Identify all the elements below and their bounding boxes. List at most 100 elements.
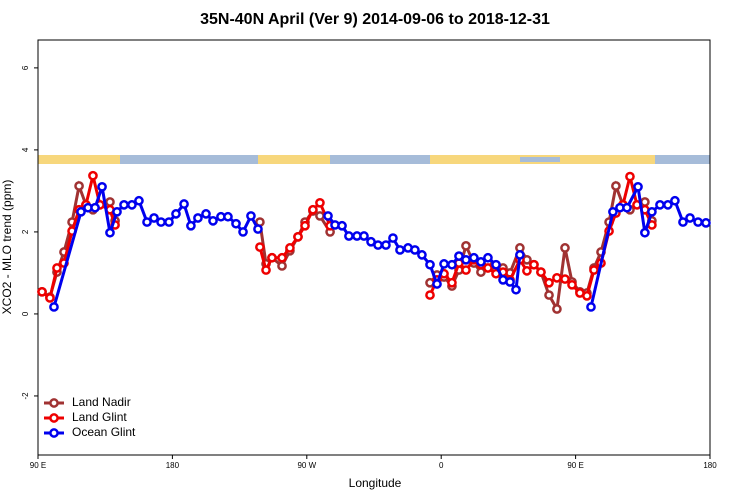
legend-marker xyxy=(49,398,59,408)
data-point xyxy=(410,245,420,255)
data-point xyxy=(439,259,449,269)
data-point xyxy=(359,231,369,241)
data-point xyxy=(461,254,471,265)
data-point xyxy=(164,217,174,227)
plot-frame xyxy=(37,39,711,456)
data-point xyxy=(544,277,554,288)
data-point xyxy=(552,272,562,283)
data-point xyxy=(678,217,688,227)
data-point xyxy=(149,213,159,223)
series-line xyxy=(258,200,332,275)
data-point xyxy=(193,213,203,223)
ocean-strip xyxy=(520,157,560,162)
data-point xyxy=(640,227,650,238)
data-point xyxy=(663,200,673,210)
data-point xyxy=(560,243,570,253)
data-point xyxy=(582,291,592,301)
data-point xyxy=(476,257,486,267)
data-point xyxy=(208,215,218,226)
data-point xyxy=(655,200,665,210)
y-axis-label: XCO2 - MLO trend (ppm) xyxy=(0,180,14,315)
legend-label: Land Nadir xyxy=(72,395,131,409)
data-point xyxy=(112,206,122,217)
data-point xyxy=(171,209,181,219)
data-point xyxy=(432,279,442,289)
data-point xyxy=(373,240,383,250)
data-point xyxy=(337,220,347,231)
data-point xyxy=(381,240,391,250)
data-point xyxy=(461,265,471,275)
data-point xyxy=(622,202,632,213)
data-point xyxy=(670,195,680,206)
y-tick-label: 0 xyxy=(21,311,30,316)
data-point xyxy=(134,195,144,206)
legend-marker xyxy=(49,428,59,438)
data-point xyxy=(231,218,241,229)
data-point xyxy=(693,217,703,227)
y-tick-label: -2 xyxy=(21,392,30,400)
data-point xyxy=(447,259,457,270)
data-point xyxy=(52,263,62,273)
data-point xyxy=(90,202,100,213)
legend-marker xyxy=(49,413,59,423)
data-point xyxy=(105,197,115,207)
data-point xyxy=(261,265,271,275)
data-point xyxy=(49,302,59,312)
data-point xyxy=(625,171,635,182)
data-point xyxy=(395,245,405,255)
data-point xyxy=(293,231,303,242)
y-tick-label: 6 xyxy=(21,65,30,70)
data-point xyxy=(37,286,47,297)
data-point xyxy=(454,251,464,261)
data-point xyxy=(586,302,596,312)
data-point xyxy=(119,200,129,210)
data-point xyxy=(179,199,189,209)
data-point xyxy=(552,304,562,314)
data-point xyxy=(608,206,618,217)
data-point xyxy=(285,243,295,253)
x-tick-label: 90 W xyxy=(297,461,316,470)
y-tick-label: 2 xyxy=(21,229,30,234)
data-point xyxy=(544,290,554,300)
data-point xyxy=(425,290,435,300)
data-point xyxy=(483,252,493,263)
data-point xyxy=(156,217,166,227)
data-point xyxy=(685,213,695,223)
data-point xyxy=(201,209,211,219)
data-point xyxy=(97,181,107,192)
data-point xyxy=(483,263,493,273)
data-point xyxy=(461,241,471,251)
data-point xyxy=(515,250,525,260)
data-point xyxy=(469,252,479,263)
x-tick-label: 0 xyxy=(439,461,444,470)
data-point xyxy=(633,181,643,192)
data-point xyxy=(567,279,577,290)
data-point xyxy=(536,267,546,277)
x-tick-label: 180 xyxy=(703,461,717,470)
x-axis-label: Longitude xyxy=(349,476,402,490)
data-point xyxy=(529,259,539,270)
data-point xyxy=(253,224,263,234)
data-point xyxy=(277,252,287,263)
legend-label: Ocean Glint xyxy=(72,425,136,439)
data-point xyxy=(560,274,570,284)
land-mask-strip xyxy=(38,155,710,164)
data-point xyxy=(323,211,333,221)
data-point xyxy=(308,204,318,215)
data-point xyxy=(611,181,621,191)
chart-title: 35N-40N April (Ver 9) 2014-09-06 to 2018… xyxy=(200,11,550,28)
legend-label: Land Glint xyxy=(72,410,127,424)
y-tick-label: 4 xyxy=(21,147,30,152)
data-point xyxy=(45,293,55,303)
data-point xyxy=(425,259,435,270)
data-point xyxy=(246,211,256,221)
data-point xyxy=(701,218,711,228)
x-tick-label: 180 xyxy=(166,461,180,470)
data-point xyxy=(238,227,248,237)
land-strip xyxy=(258,155,330,164)
data-point xyxy=(186,220,196,231)
ocean-strip xyxy=(38,155,710,164)
data-point xyxy=(511,284,521,295)
data-point xyxy=(505,277,515,287)
data-point xyxy=(88,170,98,181)
